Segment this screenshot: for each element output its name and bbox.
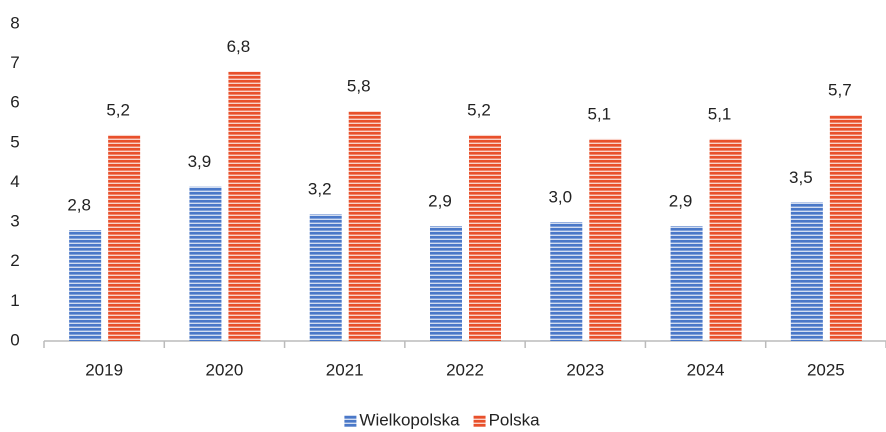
bar bbox=[709, 138, 742, 341]
value-label: 3,5 bbox=[789, 168, 813, 187]
value-label: 5,1 bbox=[587, 104, 611, 123]
bar bbox=[790, 202, 823, 341]
y-tick-label: 7 bbox=[10, 53, 19, 72]
value-label: 5,2 bbox=[106, 100, 130, 119]
value-label: 6,8 bbox=[227, 37, 251, 56]
bar bbox=[550, 222, 583, 341]
bar bbox=[108, 134, 141, 341]
bar bbox=[469, 134, 501, 341]
value-label: 3,9 bbox=[188, 152, 212, 171]
legend-label: Wielkopolska bbox=[359, 410, 460, 429]
legend-swatch bbox=[473, 415, 486, 427]
y-tick-label: 0 bbox=[10, 330, 19, 349]
value-label: 5,2 bbox=[467, 100, 491, 119]
bar bbox=[189, 186, 222, 341]
bar bbox=[69, 230, 102, 341]
y-tick-label: 6 bbox=[10, 93, 19, 112]
y-tick-label: 1 bbox=[10, 291, 19, 310]
x-tick-label: 2019 bbox=[85, 360, 123, 379]
y-tick-label: 2 bbox=[10, 251, 19, 270]
y-tick-label: 3 bbox=[10, 212, 19, 231]
bar bbox=[829, 115, 862, 341]
value-label: 5,8 bbox=[347, 77, 371, 96]
value-label: 3,2 bbox=[308, 180, 332, 199]
value-label: 5,7 bbox=[828, 81, 852, 100]
y-tick-label: 4 bbox=[10, 172, 19, 191]
x-tick-label: 2025 bbox=[807, 360, 845, 379]
x-tick-label: 2021 bbox=[326, 360, 364, 379]
bar bbox=[228, 71, 261, 342]
value-label: 2,8 bbox=[67, 196, 91, 215]
bar bbox=[670, 226, 703, 341]
value-label: 2,9 bbox=[669, 192, 693, 211]
bar bbox=[589, 138, 622, 341]
y-tick-label: 5 bbox=[10, 132, 19, 151]
x-tick-label: 2024 bbox=[687, 360, 725, 379]
x-tick-label: 2023 bbox=[566, 360, 604, 379]
x-tick-label: 2022 bbox=[446, 360, 484, 379]
legend-swatch bbox=[344, 415, 357, 427]
value-label: 3,0 bbox=[548, 188, 572, 207]
legend-label: Polska bbox=[489, 410, 541, 429]
value-label: 2,9 bbox=[428, 192, 452, 211]
value-label: 5,1 bbox=[708, 104, 732, 123]
bar bbox=[430, 226, 462, 341]
bar bbox=[309, 214, 342, 341]
bar bbox=[348, 111, 381, 341]
x-tick-label: 2020 bbox=[206, 360, 244, 379]
y-tick-label: 8 bbox=[10, 13, 19, 32]
